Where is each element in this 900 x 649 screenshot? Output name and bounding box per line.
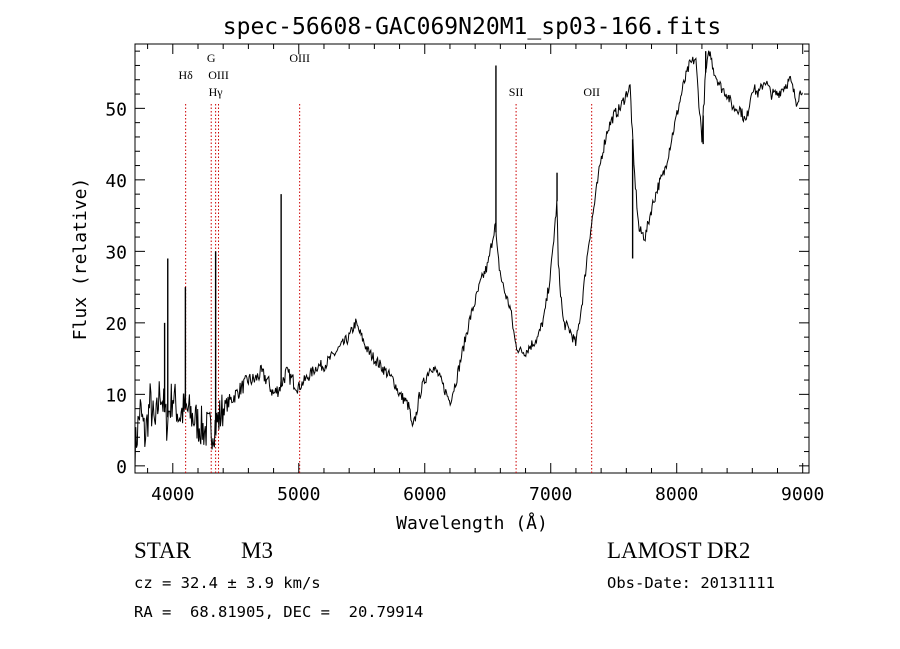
y-tick-label: 40 <box>105 171 127 192</box>
redshift-cz: cz = 32.4 ± 3.9 km/s <box>134 574 321 592</box>
axis-ticks: 4000 5000 6000 7000 8000 9000 0 10 20 30 40 50 <box>105 44 824 505</box>
line-marker-label: Hδ <box>178 68 193 82</box>
chart-title: spec-56608-GAC069N20M1_sp03-166.fits <box>223 14 722 40</box>
line-marker-label: OIII <box>208 68 229 82</box>
line-marker-label: Hγ <box>209 85 224 99</box>
object-subclass: M3 <box>241 538 273 563</box>
plot-frame <box>134 43 810 474</box>
x-tick-label: 9000 <box>781 484 824 505</box>
survey-name: LAMOST DR2 <box>607 538 751 563</box>
y-tick-label: 20 <box>105 314 127 335</box>
line-marker-label: OII <box>583 85 600 99</box>
y-tick-label: 30 <box>105 242 127 263</box>
y-tick-label: 50 <box>105 99 127 120</box>
x-tick-label: 6000 <box>403 484 446 505</box>
spectrum-series <box>134 50 803 470</box>
coordinates: RA = 68.81905, DEC = 20.79914 <box>134 603 424 621</box>
line-marker-label: OIII <box>289 51 310 65</box>
x-tick-label: 4000 <box>151 484 194 505</box>
y-axis-label: Flux (relative) <box>70 178 91 341</box>
x-axis-label: Wavelength (Å) <box>396 512 548 534</box>
x-tick-label: 5000 <box>277 484 320 505</box>
line-marker-label: G <box>207 51 216 65</box>
line-marker-label: SII <box>509 85 524 99</box>
x-tick-label: 8000 <box>655 484 698 505</box>
obs-date: Obs-Date: 20131111 <box>607 574 775 592</box>
y-tick-label: 10 <box>105 385 127 406</box>
y-tick-label: 0 <box>116 457 127 478</box>
spectrum-line <box>134 50 803 470</box>
spectral-line-markers: Hδ G OIII Hγ OIII SII OII <box>178 51 600 473</box>
x-tick-label: 7000 <box>529 484 572 505</box>
object-class: STAR <box>134 538 191 563</box>
